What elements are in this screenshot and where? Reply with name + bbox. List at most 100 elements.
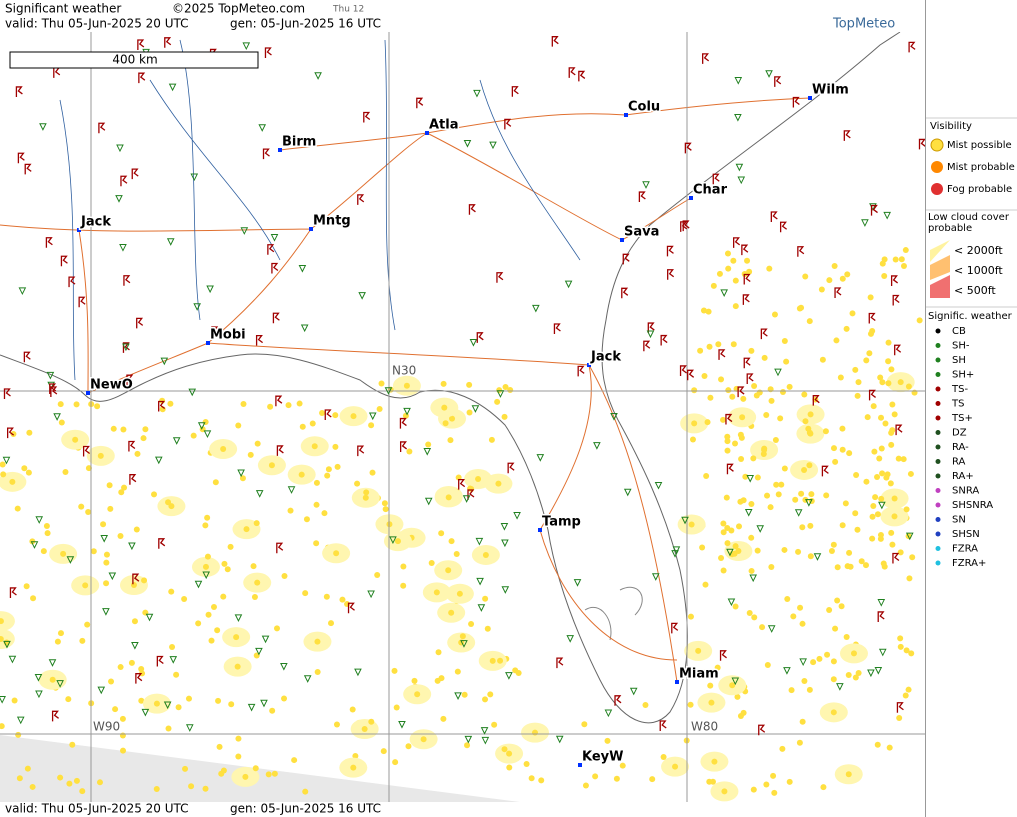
shower-symbol [460,640,468,648]
mist-symbol [720,416,727,423]
mist-symbol [100,521,107,528]
shower-symbol [16,716,25,725]
mist-symbol [121,484,128,491]
mist-symbol [843,325,850,332]
thunderstorm-symbol [779,221,788,233]
shower-symbol [500,522,509,531]
mist-symbol [874,474,881,481]
mist-symbol [313,540,320,547]
mist-symbol [442,420,449,427]
shower-symbol [681,516,689,525]
thunderstorm-symbol [702,53,710,64]
mist-symbol [14,505,21,512]
thunderstorm-symbol [164,37,172,48]
mist-symbol [117,664,124,671]
legend-item: TS- [951,384,968,395]
legend: Visibility Mist possible Mist probable F… [926,117,1017,569]
mist-symbol [729,682,736,689]
mist-symbol [852,510,859,517]
shower-symbol [160,357,169,366]
grid-label: W80 [691,720,718,734]
shower-symbol [18,287,27,296]
shower-symbol [489,141,497,150]
mist-symbol [30,595,37,602]
mist-symbol [502,383,509,390]
mist-symbol [354,480,361,487]
mist-symbol [807,411,814,418]
mist-symbol [332,412,339,419]
mist-symbol [887,480,894,487]
legend-item: SHSNRA [952,500,993,511]
legend-symbol [935,546,941,551]
thunderstorm-symbol [743,273,751,285]
mist-symbol [889,541,896,548]
thunderstorm-symbol [918,138,926,150]
mist-symbol [403,382,410,389]
mist-symbol [309,420,316,427]
mist-symbol [714,664,721,671]
legend-item: SN [952,515,966,526]
shower-symbol [475,537,484,546]
thunderstorm-symbol [719,650,727,661]
mist-symbol [253,652,260,659]
city-label: Jack [80,215,111,230]
thunderstorm-symbol [3,388,11,399]
mist-symbol [319,410,326,417]
mist-symbol [528,775,535,782]
shower-symbol [287,486,296,494]
thunderstorm-symbol [23,351,31,363]
mist-symbol [440,380,447,387]
mist-symbol [842,500,849,507]
mist-symbol [889,401,896,408]
shower-symbol [629,687,638,696]
thunderstorm-symbol [868,312,876,324]
shower-symbol [496,390,505,398]
mist-symbol [220,446,227,453]
mist-symbol [182,765,189,772]
mist-symbol [830,445,837,452]
mist-symbol [361,726,368,733]
legend-symbol [935,531,941,537]
mist-symbol [806,462,813,469]
thunderstorm-symbol [660,334,668,346]
mist-symbol [834,597,841,604]
thunderstorm-symbol [45,237,53,248]
thunderstorm-symbol [137,39,145,51]
mist-symbol [820,784,827,791]
mist-symbol [118,489,125,496]
shower-symbol [471,405,480,413]
mist-symbol [44,530,51,537]
city-label: Char [693,183,728,198]
mist-symbol [82,582,89,589]
mist-symbol [582,782,589,789]
mist-symbol [672,763,679,770]
mist-symbol [895,455,902,462]
mist-symbol [687,701,694,708]
mist-symbol [604,737,611,744]
mist-symbol [84,621,91,628]
thunderstorm-symbol [718,349,726,360]
mist-symbol [332,443,339,450]
mist-symbol [786,778,793,785]
mist-symbol [204,514,211,521]
mist-symbol [816,655,823,662]
mist-symbol [801,391,808,398]
shower-symbol [805,499,813,507]
mist-symbol [239,475,246,482]
mist-symbol [281,695,288,702]
mist-symbol [649,776,656,783]
mist-symbol [750,786,757,793]
mist-symbol [488,436,495,443]
mist-symbol [405,743,412,750]
legend-symbol [935,459,941,464]
mist-symbol [900,263,907,270]
shower-symbol [734,77,743,85]
thunderstorm-symbol [467,489,475,500]
thunderstorm-symbol [758,724,766,736]
shower-symbol [464,735,473,744]
mist-symbol [350,764,357,771]
mist-symbol [151,491,158,498]
mist-symbol [907,470,914,477]
mist-symbol [748,501,755,508]
mist-symbol [783,358,790,365]
